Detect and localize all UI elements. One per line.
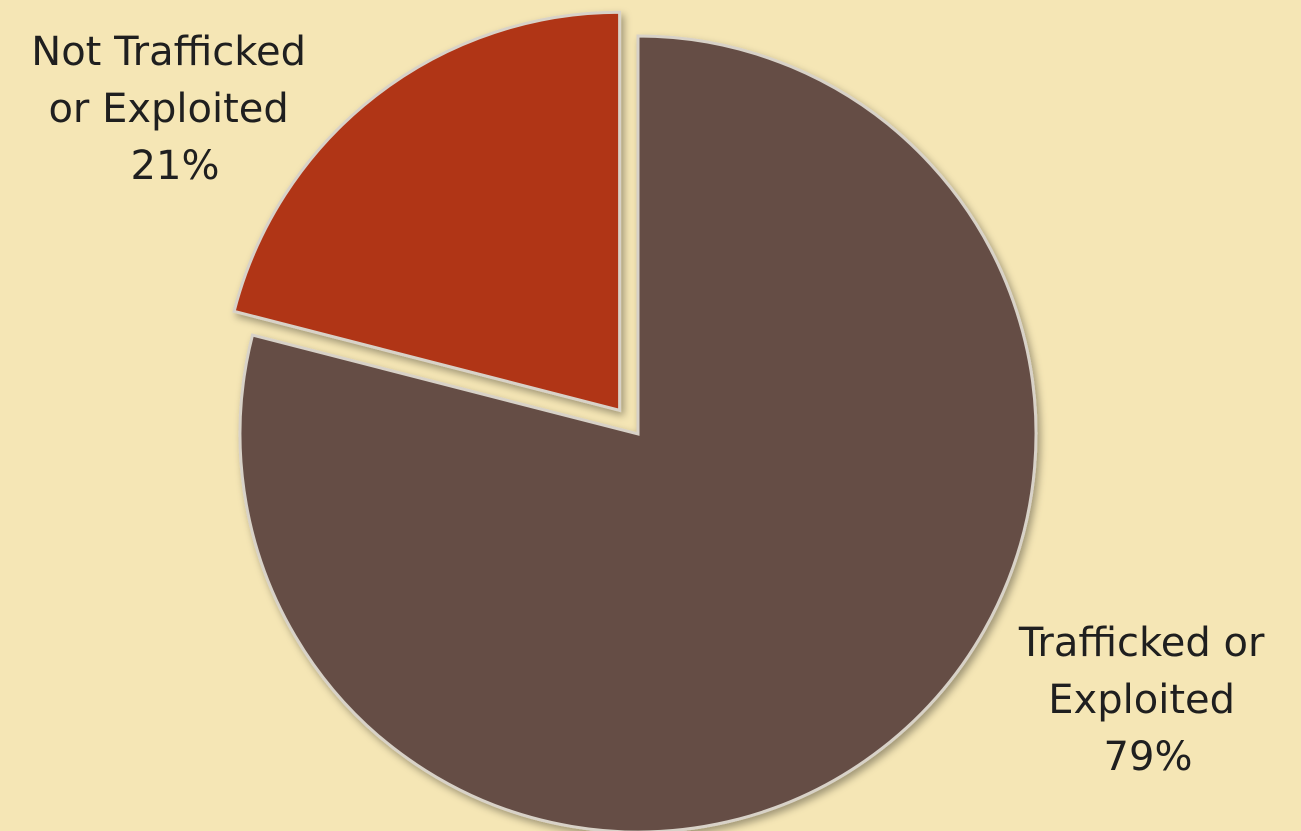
slice-label-not-trafficked: Not Trafficked or Exploited 21% — [31, 29, 318, 189]
slice-label-line: Exploited — [1048, 677, 1235, 723]
slice-pct-label: 21% — [131, 143, 220, 189]
slice-pct-label: 79% — [1104, 734, 1193, 780]
slice-label-line: or Exploited — [48, 86, 288, 132]
pie-slice-not-trafficked — [232, 10, 622, 413]
slice-label-line: Not Trafficked — [31, 29, 306, 75]
pie-slice-trafficked — [238, 34, 1038, 831]
pie-slices — [232, 10, 1038, 831]
slice-label-trafficked: Trafficked or Exploited 79% — [1018, 620, 1277, 780]
pie-labels: Not Trafficked or Exploited 21% Traffick… — [31, 29, 1277, 780]
slice-label-line: Trafficked or — [1018, 620, 1265, 666]
